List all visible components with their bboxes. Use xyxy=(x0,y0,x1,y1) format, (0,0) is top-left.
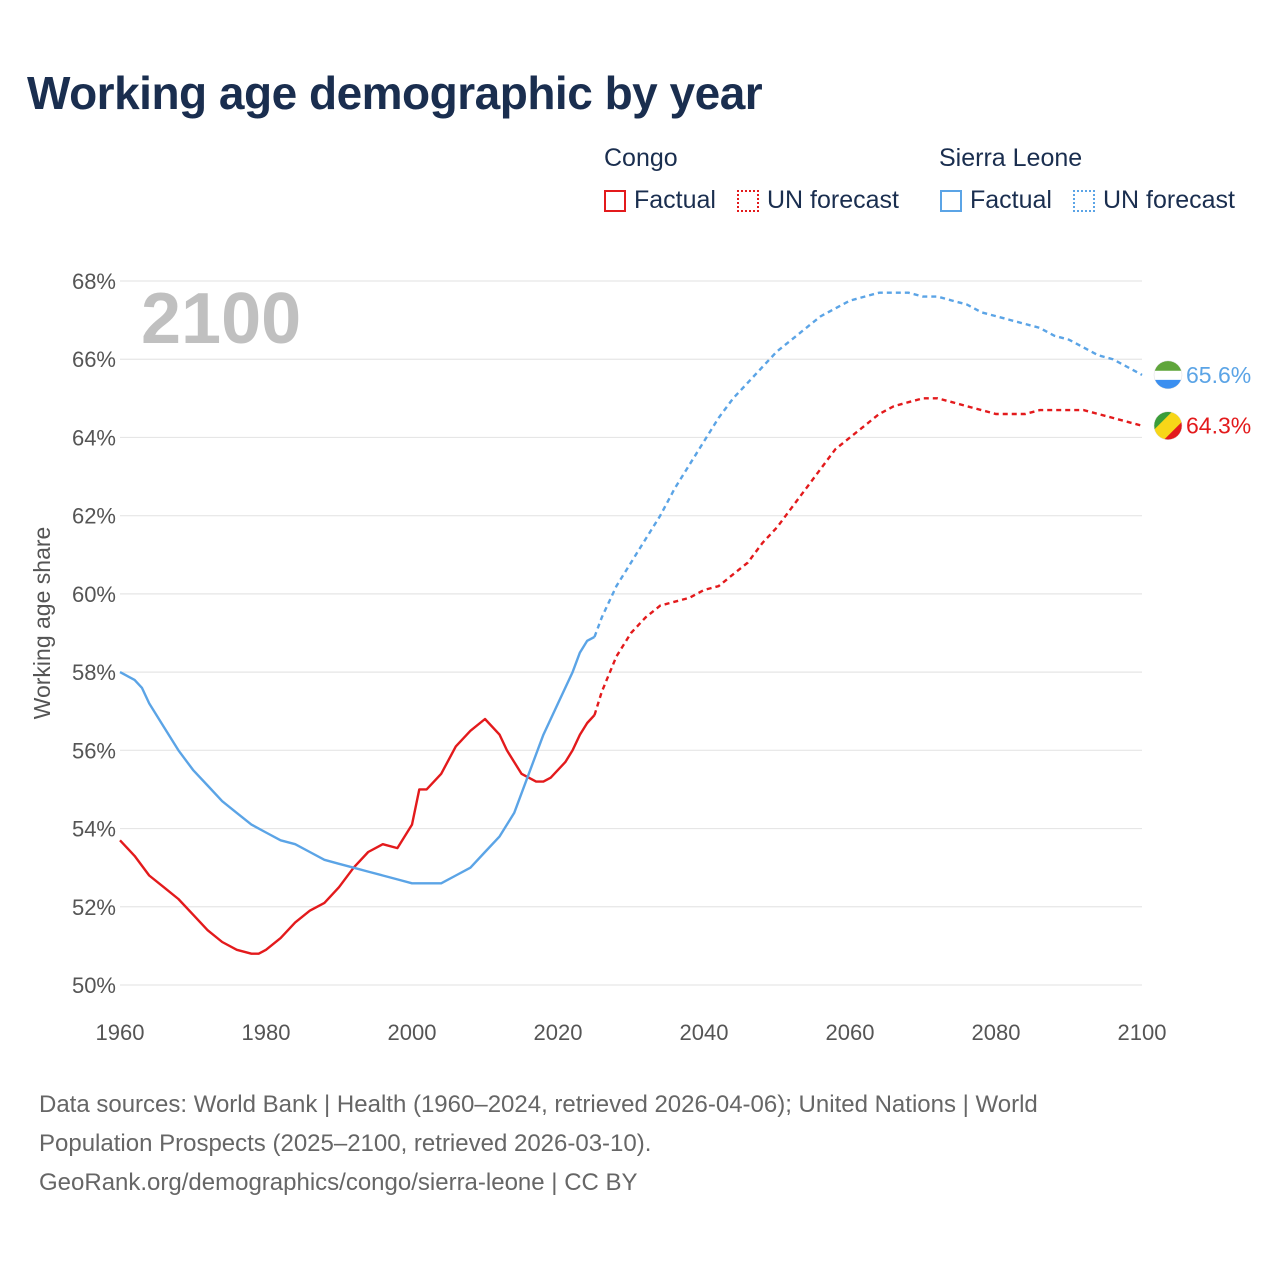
footer-credit-link[interactable]: GeoRank.org/demographics/congo/sierra-le… xyxy=(39,1169,638,1196)
series-line-forecast xyxy=(593,397,1143,716)
series-line-factual xyxy=(119,635,596,885)
legend-swatch-solid-icon xyxy=(604,189,626,212)
series-lines xyxy=(119,291,1143,955)
y-tick-label: 56% xyxy=(72,738,116,763)
x-tick-label: 2020 xyxy=(534,1020,583,1045)
line-chart: 50% 52% 54% 56% 58% 60% 62% 64% 66% 68% 1960 1980 2… xyxy=(29,269,1251,1045)
x-tick-label: 1980 xyxy=(242,1020,291,1045)
legend-label: Factual xyxy=(634,186,716,214)
gridlines xyxy=(120,280,1142,986)
x-tick-label: 1960 xyxy=(96,1020,145,1045)
x-tick-label: 2040 xyxy=(680,1020,729,1045)
series-line-factual xyxy=(119,714,596,955)
legend-sierra-leone-factual[interactable]: Factual xyxy=(940,186,1052,215)
x-tick-label: 2080 xyxy=(972,1020,1021,1045)
y-tick-label: 52% xyxy=(72,895,116,920)
legend-group-congo: Congo xyxy=(604,144,678,172)
chart-title: Working age demographic by year xyxy=(27,67,763,119)
y-tick-label: 64% xyxy=(72,425,116,450)
footer-sources-line2: Population Prospects (2025–2100, retriev… xyxy=(39,1130,652,1157)
legend-swatch-dotted-icon xyxy=(737,189,759,212)
y-tick-label: 50% xyxy=(72,973,116,998)
y-tick-label: 54% xyxy=(72,817,116,842)
series-line-forecast xyxy=(593,291,1143,638)
y-axis-label: Working age share xyxy=(29,527,55,720)
series-end-markers: 64.3% 65.6% xyxy=(1153,360,1251,440)
footer-sources-line1: Data sources: World Bank | Health (1960–… xyxy=(39,1091,1038,1118)
legend-swatch-dotted-icon xyxy=(1073,189,1095,212)
legend-label: UN forecast xyxy=(767,186,899,214)
series-end-value-label: 65.6% xyxy=(1186,362,1251,388)
legend-label: Factual xyxy=(970,186,1052,214)
legend-label: UN forecast xyxy=(1103,186,1235,214)
series-end-value-label: 64.3% xyxy=(1186,413,1251,439)
x-axis-ticks: 1960 1980 2000 2020 2040 2060 2080 2100 xyxy=(96,1020,1167,1045)
y-tick-label: 58% xyxy=(72,660,116,685)
x-tick-label: 2000 xyxy=(388,1020,437,1045)
legend-sierra-leone-forecast[interactable]: UN forecast xyxy=(1073,186,1235,215)
x-tick-label: 2060 xyxy=(826,1020,875,1045)
legend-congo-forecast[interactable]: UN forecast xyxy=(737,186,899,215)
legend-swatch-solid-icon xyxy=(940,189,962,212)
legend-congo-factual[interactable]: Factual xyxy=(604,186,716,215)
y-tick-label: 66% xyxy=(72,347,116,372)
y-axis-ticks: 50% 52% 54% 56% 58% 60% 62% 64% 66% 68% xyxy=(72,269,116,998)
year-watermark: 2100 xyxy=(141,279,301,359)
y-tick-label: 60% xyxy=(72,582,116,607)
flag-icon xyxy=(1153,411,1183,440)
legend-group-sierra-leone: Sierra Leone xyxy=(939,144,1083,172)
y-tick-label: 68% xyxy=(72,269,116,294)
flag-icon xyxy=(1153,360,1183,390)
y-tick-label: 62% xyxy=(72,504,116,529)
x-tick-label: 2100 xyxy=(1118,1020,1167,1045)
footer: Data sources: World Bank | Health (1960–… xyxy=(39,1085,1219,1202)
